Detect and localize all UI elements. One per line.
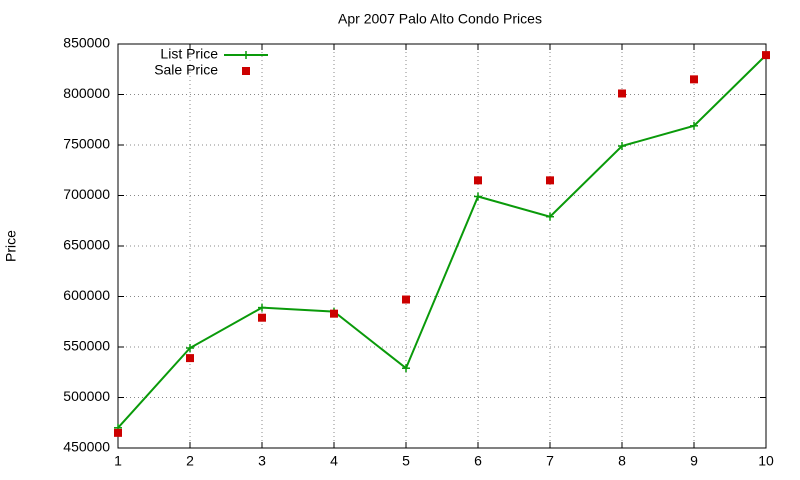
x-tick-label: 5 bbox=[402, 453, 410, 469]
square-marker bbox=[618, 89, 626, 98]
y-tick-label: 600000 bbox=[63, 287, 110, 303]
legend-square bbox=[242, 67, 250, 75]
y-tick-label: 850000 bbox=[63, 35, 110, 51]
series-line bbox=[117, 54, 767, 429]
y-tick-label: 750000 bbox=[63, 136, 110, 152]
x-tick-label: 2 bbox=[186, 453, 194, 469]
plus-marker bbox=[186, 344, 194, 353]
plus-marker bbox=[546, 212, 554, 221]
x-tick-label: 1 bbox=[114, 453, 122, 469]
y-tick-label: 500000 bbox=[63, 388, 110, 404]
x-tick-label: 4 bbox=[330, 453, 338, 469]
square-marker bbox=[186, 354, 194, 363]
x-tick-label: 8 bbox=[618, 453, 626, 469]
plus-marker bbox=[690, 121, 698, 130]
square-marker bbox=[546, 176, 554, 185]
x-tick-label: 10 bbox=[758, 453, 774, 469]
plus-marker bbox=[402, 364, 410, 373]
y-tick-label: 450000 bbox=[63, 439, 110, 455]
square-marker bbox=[690, 75, 698, 84]
chart-title: Apr 2007 Palo Alto Condo Prices bbox=[338, 11, 542, 27]
plus-marker bbox=[618, 142, 626, 151]
plot-frame bbox=[117, 43, 767, 449]
x-tick-label: 7 bbox=[546, 453, 554, 469]
x-tick-label: 3 bbox=[258, 453, 266, 469]
square-marker bbox=[762, 51, 770, 60]
x-tick-label: 9 bbox=[690, 453, 698, 469]
y-tick-label: 550000 bbox=[63, 338, 110, 354]
square-marker bbox=[330, 309, 338, 318]
square-marker bbox=[402, 295, 410, 304]
y-tick-label: 650000 bbox=[63, 237, 110, 253]
legend-label: List Price bbox=[160, 46, 218, 62]
y-tick-label: 700000 bbox=[63, 186, 110, 202]
square-marker bbox=[474, 176, 482, 185]
square-marker bbox=[258, 313, 266, 322]
plus-marker bbox=[474, 192, 482, 201]
legend-label: Sale Price bbox=[154, 62, 218, 78]
plus-marker bbox=[258, 303, 266, 312]
y-axis-label: Price bbox=[3, 230, 19, 262]
x-tick-label: 6 bbox=[474, 453, 482, 469]
square-marker bbox=[114, 428, 122, 437]
y-tick-label: 800000 bbox=[63, 85, 110, 101]
